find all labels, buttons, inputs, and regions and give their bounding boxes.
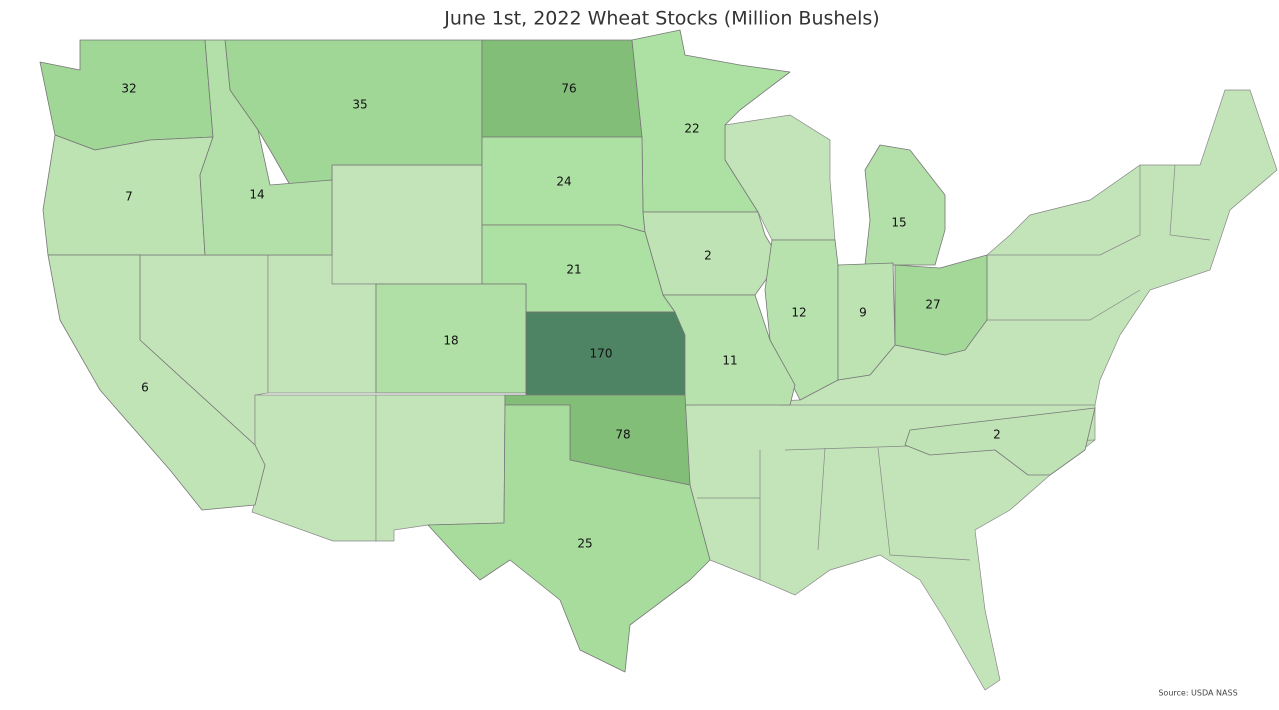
state-value-label: 76 <box>561 82 576 96</box>
state-value-label: 35 <box>352 98 367 112</box>
state <box>837 262 896 381</box>
state-value-label: 12 <box>791 306 806 320</box>
state <box>199 39 333 256</box>
state-borders <box>1169 164 1211 241</box>
state-value-label: 2 <box>993 428 1001 442</box>
state <box>47 254 266 511</box>
state-value-label: 25 <box>577 537 592 551</box>
state-value-label: 24 <box>556 175 571 189</box>
state-value-label: 11 <box>722 354 737 368</box>
state-value-label: 170 <box>590 347 613 361</box>
state <box>764 239 839 401</box>
state-labels: 32 35 76 22 7 14 24 15 2 21 27 18 12 9 170 11 6 78 2 25 <box>121 82 1000 551</box>
state-value-label: 32 <box>121 82 136 96</box>
state-value-label: 27 <box>925 298 940 312</box>
state <box>427 404 711 673</box>
state-value-label: 2 <box>704 249 712 263</box>
wyoming <box>331 164 483 285</box>
map-title: June 1st, 2022 Wheat Stocks (Million Bus… <box>443 8 879 30</box>
states <box>39 29 1096 673</box>
state-value-label: 78 <box>615 428 630 442</box>
state-value-label: 6 <box>141 381 149 395</box>
state-borders <box>817 447 826 551</box>
state-value-label: 18 <box>443 334 458 348</box>
state-value-label: 22 <box>684 122 699 136</box>
state-borders <box>987 289 1141 321</box>
state <box>662 294 796 406</box>
source-note: Source: USDA NASS <box>1158 689 1237 698</box>
state <box>894 254 988 356</box>
state <box>904 407 1096 476</box>
state-value-label: 9 <box>859 306 867 320</box>
state-value-label: 15 <box>891 216 906 230</box>
state <box>864 144 946 266</box>
state-value-label: 14 <box>249 188 264 202</box>
state-value-label: 7 <box>125 190 133 204</box>
state-value-label: 21 <box>566 263 581 277</box>
state-borders <box>987 165 1141 256</box>
base-map <box>139 89 1278 691</box>
new-mexico <box>375 394 506 542</box>
state-borders <box>877 447 971 561</box>
arizona <box>251 394 377 542</box>
